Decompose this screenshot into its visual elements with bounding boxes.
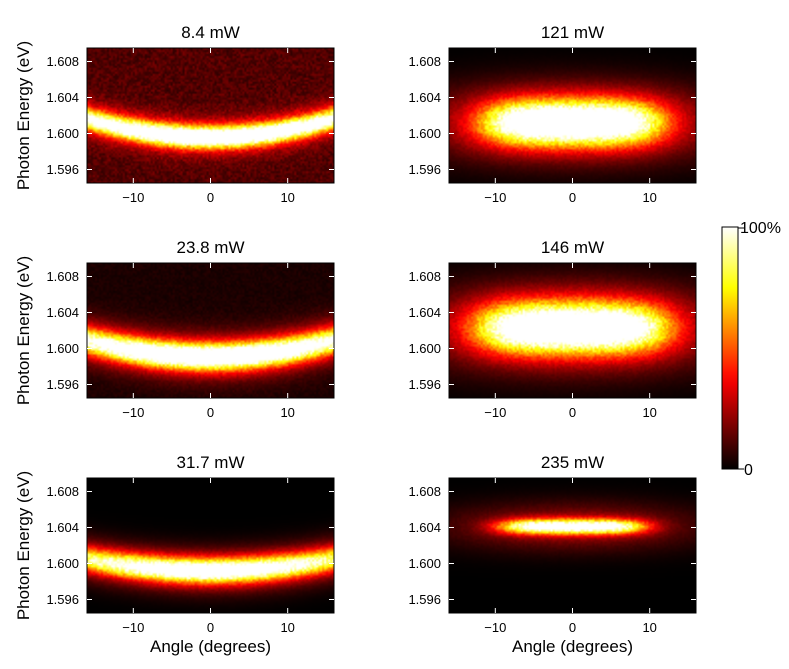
y-tick-label: 1.600 (408, 126, 441, 141)
y-axis-label: Photon Energy (eV) (14, 471, 33, 620)
x-tick-label: −10 (484, 620, 506, 635)
y-tick-label: 1.608 (408, 54, 441, 69)
x-tick-label: 0 (207, 620, 214, 635)
y-tick-label: 1.596 (46, 162, 79, 177)
x-tick-label: 0 (569, 620, 576, 635)
y-tick-label: 1.608 (46, 484, 79, 499)
colorbar-gradient (721, 226, 739, 470)
heatmap-image (87, 263, 334, 398)
panel-title: 121 mW (541, 23, 604, 42)
colorbar-max-label: 100% (740, 220, 781, 237)
panel-title: 8.4 mW (181, 23, 240, 42)
y-tick-label: 1.608 (46, 54, 79, 69)
colorbar-min-label: 0 (744, 462, 753, 479)
y-axis-label: Photon Energy (eV) (14, 256, 33, 405)
y-tick-label: 1.608 (408, 484, 441, 499)
x-tick-label: −10 (122, 405, 144, 420)
y-tick-label: 1.608 (408, 269, 441, 284)
y-tick-label: 1.600 (46, 556, 79, 571)
y-tick-label: 1.608 (46, 269, 79, 284)
y-tick-label: 1.596 (408, 592, 441, 607)
panel-1: 8.4 mW −10 0 10 1.596 1.600 1.604 1.608 Photon E… (14, 23, 335, 205)
x-tick-label: −10 (122, 190, 144, 205)
panel-3: 23.8 mW −10 0 10 1.596 1.600 1.604 1.608 Photon … (14, 238, 335, 420)
panel-title: 31.7 mW (176, 453, 244, 472)
y-tick-label: 1.596 (408, 377, 441, 392)
panel-6: 235 mW −10 0 10 1.596 1.600 1.604 1.608 Angle (d… (408, 453, 697, 656)
panel-2: 121 mW −10 0 10 1.596 1.600 1.604 1.608 (408, 23, 697, 205)
y-axis-label: Photon Energy (eV) (14, 41, 33, 190)
colorbar: 100% 0 (721, 220, 781, 479)
y-tick-label: 1.596 (46, 377, 79, 392)
x-axis-label: Angle (degrees) (150, 637, 271, 656)
heatmap-image (87, 48, 334, 183)
x-tick-label: 10 (280, 405, 294, 420)
panel-title: 146 mW (541, 238, 604, 257)
y-tick-label: 1.596 (46, 592, 79, 607)
x-tick-label: 0 (207, 190, 214, 205)
panel-5: 31.7 mW −10 0 10 1.596 1.600 1.604 1.608 Photon … (14, 453, 335, 656)
x-axis-label: Angle (degrees) (512, 637, 633, 656)
x-tick-label: 0 (207, 405, 214, 420)
panel-title: 235 mW (541, 453, 604, 472)
y-tick-label: 1.604 (408, 305, 441, 320)
x-tick-label: 10 (280, 190, 294, 205)
y-tick-label: 1.600 (408, 341, 441, 356)
y-tick-label: 1.600 (46, 126, 79, 141)
x-tick-label: −10 (484, 190, 506, 205)
heatmap-image (449, 48, 696, 183)
y-tick-label: 1.600 (46, 341, 79, 356)
x-tick-label: 10 (280, 620, 294, 635)
x-tick-label: 10 (642, 405, 656, 420)
x-tick-label: −10 (122, 620, 144, 635)
y-tick-label: 1.604 (408, 520, 441, 535)
y-tick-label: 1.596 (408, 162, 441, 177)
heatmap-image (449, 478, 696, 613)
x-tick-label: 0 (569, 190, 576, 205)
y-tick-label: 1.604 (46, 90, 79, 105)
y-tick-label: 1.604 (408, 90, 441, 105)
x-tick-label: −10 (484, 405, 506, 420)
x-tick-label: 10 (642, 190, 656, 205)
panel-title: 23.8 mW (176, 238, 244, 257)
y-tick-label: 1.604 (46, 305, 79, 320)
x-tick-label: 0 (569, 405, 576, 420)
y-tick-label: 1.600 (408, 556, 441, 571)
heatmap-image (449, 263, 696, 398)
y-tick-label: 1.604 (46, 520, 79, 535)
panel-4: 146 mW −10 0 10 1.596 1.600 1.604 1.608 (408, 238, 697, 420)
heatmap-image (87, 478, 334, 613)
x-tick-label: 10 (642, 620, 656, 635)
